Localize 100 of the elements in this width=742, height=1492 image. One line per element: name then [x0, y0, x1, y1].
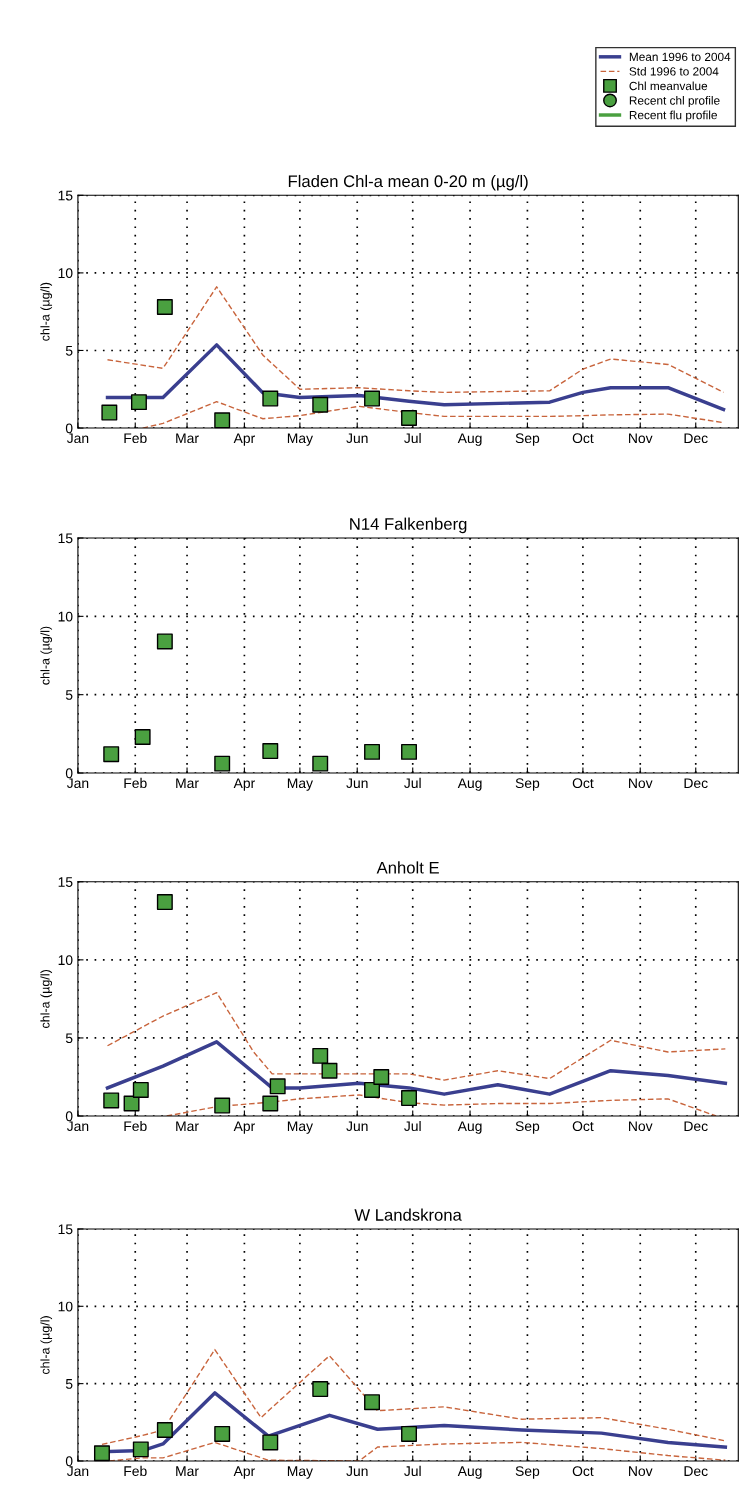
y-tick-label: 5 — [65, 1379, 73, 1389]
line-series — [105, 1040, 728, 1096]
point — [312, 396, 329, 413]
x-tick-label: Sep — [515, 1466, 540, 1479]
legend-label: Mean 1996 to 2004 — [629, 52, 731, 62]
y-tick-label: 10 — [58, 955, 73, 966]
legend-label: Std 1996 to 2004 — [629, 66, 719, 76]
y-tick-label: 15 — [58, 1224, 73, 1235]
point — [214, 755, 231, 772]
x-tick-label: Jun — [346, 778, 368, 789]
x-tick-label: Nov — [629, 1466, 653, 1477]
y-tick-label: 0 — [65, 1456, 73, 1467]
x-tick-label: Jun — [346, 1466, 368, 1477]
x-tick-label: Dec — [684, 1121, 708, 1132]
point — [312, 755, 329, 772]
point — [321, 1062, 338, 1079]
x-tick-label: Mar — [176, 778, 199, 789]
x-tick-label: Dec — [684, 778, 708, 789]
point — [401, 743, 418, 760]
point — [132, 1441, 149, 1458]
x-tick-label: Dec — [684, 433, 708, 444]
legend-label: Recent flu profile — [629, 110, 717, 122]
x-tick-label: Oct — [572, 433, 594, 444]
x-tick-label: Feb — [124, 432, 147, 444]
point — [262, 390, 279, 407]
line-series — [106, 991, 727, 1081]
x-tick-label: Oct — [572, 1121, 594, 1132]
x-tick-label: Jun — [346, 1121, 368, 1132]
x-tick-label: Jan — [66, 778, 89, 789]
y-tick-label: 10 — [58, 611, 73, 622]
x-tick-label: Mar — [176, 433, 199, 444]
y-tick-label: 5 — [65, 345, 73, 356]
point — [156, 299, 173, 316]
x-tick-label: Mar — [176, 1466, 199, 1477]
x-tick-label: Mar — [176, 1121, 199, 1132]
point — [156, 894, 173, 911]
y-tick-label: 15 — [58, 190, 73, 201]
point — [103, 746, 120, 763]
x-tick-label: Dec — [684, 1466, 708, 1477]
point — [373, 1068, 390, 1085]
x-tick-label: Aug — [457, 433, 482, 446]
point — [123, 1095, 140, 1112]
point — [214, 1097, 231, 1114]
chart-title: Fladen Chl-a mean 0-20 m (µg/l) — [288, 174, 528, 191]
legend-label: Chl meanvalue — [629, 81, 708, 91]
y-tick-label: 5 — [65, 690, 73, 700]
chart-title: Anholt E — [376, 861, 439, 874]
x-tick-label: Feb — [124, 777, 147, 789]
point — [262, 1095, 279, 1112]
x-tick-label: Aug — [457, 778, 482, 791]
y-axis-title: chl-a (µg/l) — [40, 1316, 53, 1375]
y-tick-label: 15 — [58, 877, 73, 887]
x-tick-label: Nov — [629, 778, 653, 789]
point — [156, 1422, 173, 1439]
x-tick-label: Jan — [66, 1121, 89, 1132]
x-tick-label: May — [287, 778, 313, 791]
chart-title: W Landskrona — [354, 1208, 462, 1221]
x-tick-label: Sep — [515, 1121, 540, 1134]
point — [93, 1445, 110, 1462]
x-tick-label: Jun — [346, 433, 368, 444]
y-axis-title: chl-a (µg/l) — [40, 626, 53, 685]
point — [401, 1090, 418, 1107]
line-series — [105, 343, 726, 412]
chart-title: N14 Falkenberg — [350, 517, 467, 534]
point — [269, 1078, 286, 1095]
x-tick-label: Nov — [629, 433, 653, 444]
x-tick-label: Feb — [124, 1465, 147, 1477]
point — [364, 1081, 381, 1098]
y-tick-label: 5 — [65, 1033, 73, 1044]
legend-label: Recent chl profile — [629, 96, 720, 108]
point — [364, 390, 381, 407]
y-axis-title: chl-a (µg/l) — [40, 970, 53, 1029]
point — [130, 394, 147, 411]
y-tick-label: 15 — [58, 533, 73, 544]
x-tick-label: Jul — [404, 777, 421, 789]
y-tick-label: 0 — [65, 768, 73, 779]
x-tick-label: Oct — [572, 778, 594, 789]
point — [156, 633, 173, 650]
y-axis-title: chl-a (µg/l) — [40, 282, 53, 341]
x-tick-label: Jul — [404, 1120, 421, 1132]
point — [262, 743, 279, 760]
x-tick-label: Sep — [515, 778, 540, 791]
x-tick-label: Aug — [457, 1121, 482, 1134]
point — [364, 1394, 381, 1411]
point — [364, 743, 381, 760]
x-tick-label: Sep — [515, 433, 540, 446]
x-tick-label: Apr — [233, 433, 255, 446]
x-tick-label: May — [287, 433, 313, 446]
x-tick-label: Nov — [629, 1121, 653, 1132]
x-tick-label: Apr — [233, 778, 255, 791]
point — [312, 1047, 329, 1064]
x-tick-label: Jul — [404, 1465, 421, 1477]
x-tick-label: Apr — [233, 1121, 255, 1134]
x-tick-label: Oct — [572, 1466, 594, 1477]
point — [214, 412, 231, 429]
x-tick-label: Jul — [404, 432, 421, 444]
point — [103, 1092, 120, 1109]
point — [132, 1081, 149, 1098]
point — [262, 1434, 279, 1451]
x-tick-label: May — [287, 1121, 313, 1134]
